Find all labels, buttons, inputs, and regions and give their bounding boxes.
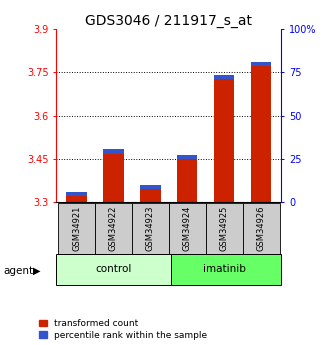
Text: GSM34921: GSM34921 xyxy=(72,205,81,251)
Legend: transformed count, percentile rank within the sample: transformed count, percentile rank withi… xyxy=(38,318,208,341)
Bar xyxy=(67,196,87,202)
Bar xyxy=(103,154,123,202)
Bar xyxy=(243,203,279,254)
Text: GSM34923: GSM34923 xyxy=(146,205,155,251)
Text: ▶: ▶ xyxy=(33,266,41,276)
Text: GSM34924: GSM34924 xyxy=(183,205,192,251)
Bar xyxy=(140,189,161,202)
Text: GSM34922: GSM34922 xyxy=(109,205,118,251)
Text: control: control xyxy=(95,265,132,274)
Bar xyxy=(171,254,281,285)
Bar xyxy=(177,155,197,159)
Bar xyxy=(251,61,271,66)
Bar xyxy=(58,203,95,254)
Bar xyxy=(206,203,243,254)
Bar xyxy=(56,254,171,285)
Bar xyxy=(169,203,206,254)
Bar xyxy=(103,149,123,154)
Text: imatinib: imatinib xyxy=(203,265,246,274)
Bar xyxy=(251,66,271,202)
Text: GSM34926: GSM34926 xyxy=(257,205,265,251)
Bar xyxy=(132,203,169,254)
Bar xyxy=(177,159,197,202)
Bar xyxy=(140,185,161,189)
Text: agent: agent xyxy=(3,266,33,276)
Title: GDS3046 / 211917_s_at: GDS3046 / 211917_s_at xyxy=(85,14,252,28)
Bar xyxy=(214,79,234,202)
Bar xyxy=(214,75,234,79)
Bar xyxy=(95,203,132,254)
Bar xyxy=(67,192,87,196)
Text: GSM34925: GSM34925 xyxy=(220,205,229,251)
